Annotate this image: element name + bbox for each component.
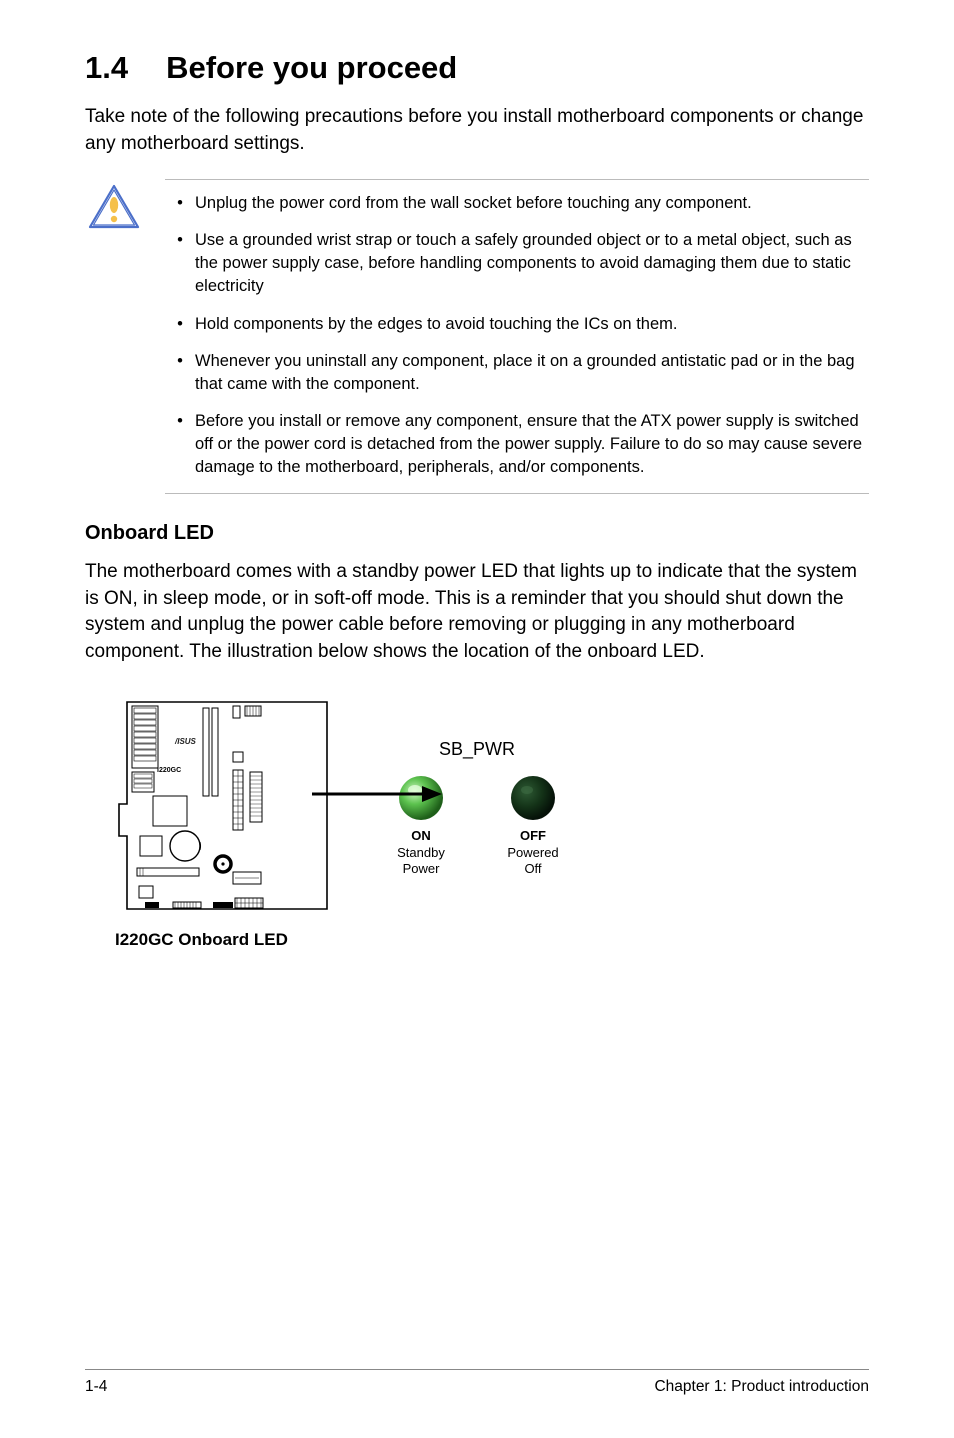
precaution-list: •Unplug the power cord from the wall soc… bbox=[165, 192, 869, 479]
page-footer: 1-4 Chapter 1: Product introduction bbox=[85, 1369, 869, 1396]
led-diagram: /ISUS I220GC bbox=[85, 694, 869, 924]
caution-callout: •Unplug the power cord from the wall soc… bbox=[85, 179, 869, 494]
diagram-caption: I220GC Onboard LED bbox=[85, 930, 869, 950]
bullet-text: Before you install or remove any compone… bbox=[195, 410, 869, 479]
led-states-block: SB_PWR ON Standby Power bbox=[395, 739, 559, 879]
led-off-icon bbox=[507, 772, 559, 824]
svg-text:/ISUS: /ISUS bbox=[174, 737, 197, 746]
led-paragraph: The motherboard comes with a standby pow… bbox=[85, 559, 869, 665]
led-off-label: OFF bbox=[520, 828, 546, 845]
callout-body: •Unplug the power cord from the wall soc… bbox=[165, 179, 869, 494]
warning-icon bbox=[87, 183, 141, 231]
signal-label: SB_PWR bbox=[439, 739, 515, 760]
bullet-text: Hold components by the edges to avoid to… bbox=[195, 313, 869, 336]
onboard-led-heading: Onboard LED bbox=[85, 522, 869, 545]
bullet-text: Whenever you uninstall any component, pl… bbox=[195, 350, 869, 396]
arrow-icon bbox=[312, 779, 442, 809]
led-on-desc2: Power bbox=[403, 861, 440, 878]
led-off-desc1: Powered bbox=[507, 845, 558, 862]
led-state-off: OFF Powered Off bbox=[507, 772, 559, 879]
led-on-label: ON bbox=[411, 828, 431, 845]
section-number: 1.4 bbox=[85, 50, 128, 86]
list-item: •Before you install or remove any compon… bbox=[165, 410, 869, 479]
list-item: •Unplug the power cord from the wall soc… bbox=[165, 192, 869, 215]
led-off-desc2: Off bbox=[524, 861, 541, 878]
intro-paragraph: Take note of the following precautions b… bbox=[85, 104, 869, 157]
svg-text:I220GC: I220GC bbox=[157, 767, 181, 774]
section-heading: 1.4 Before you proceed bbox=[85, 50, 869, 86]
list-item: •Use a grounded wrist strap or touch a s… bbox=[165, 229, 869, 298]
bullet-text: Use a grounded wrist strap or touch a sa… bbox=[195, 229, 869, 298]
footer-chapter: Chapter 1: Product introduction bbox=[654, 1378, 869, 1396]
led-on-desc1: Standby bbox=[397, 845, 445, 862]
bullet-text: Unplug the power cord from the wall sock… bbox=[195, 192, 869, 215]
section-title-text: Before you proceed bbox=[166, 50, 457, 85]
motherboard-illustration: /ISUS I220GC bbox=[115, 694, 335, 924]
footer-page-number: 1-4 bbox=[85, 1378, 107, 1396]
list-item: •Hold components by the edges to avoid t… bbox=[165, 313, 869, 336]
list-item: •Whenever you uninstall any component, p… bbox=[165, 350, 869, 396]
